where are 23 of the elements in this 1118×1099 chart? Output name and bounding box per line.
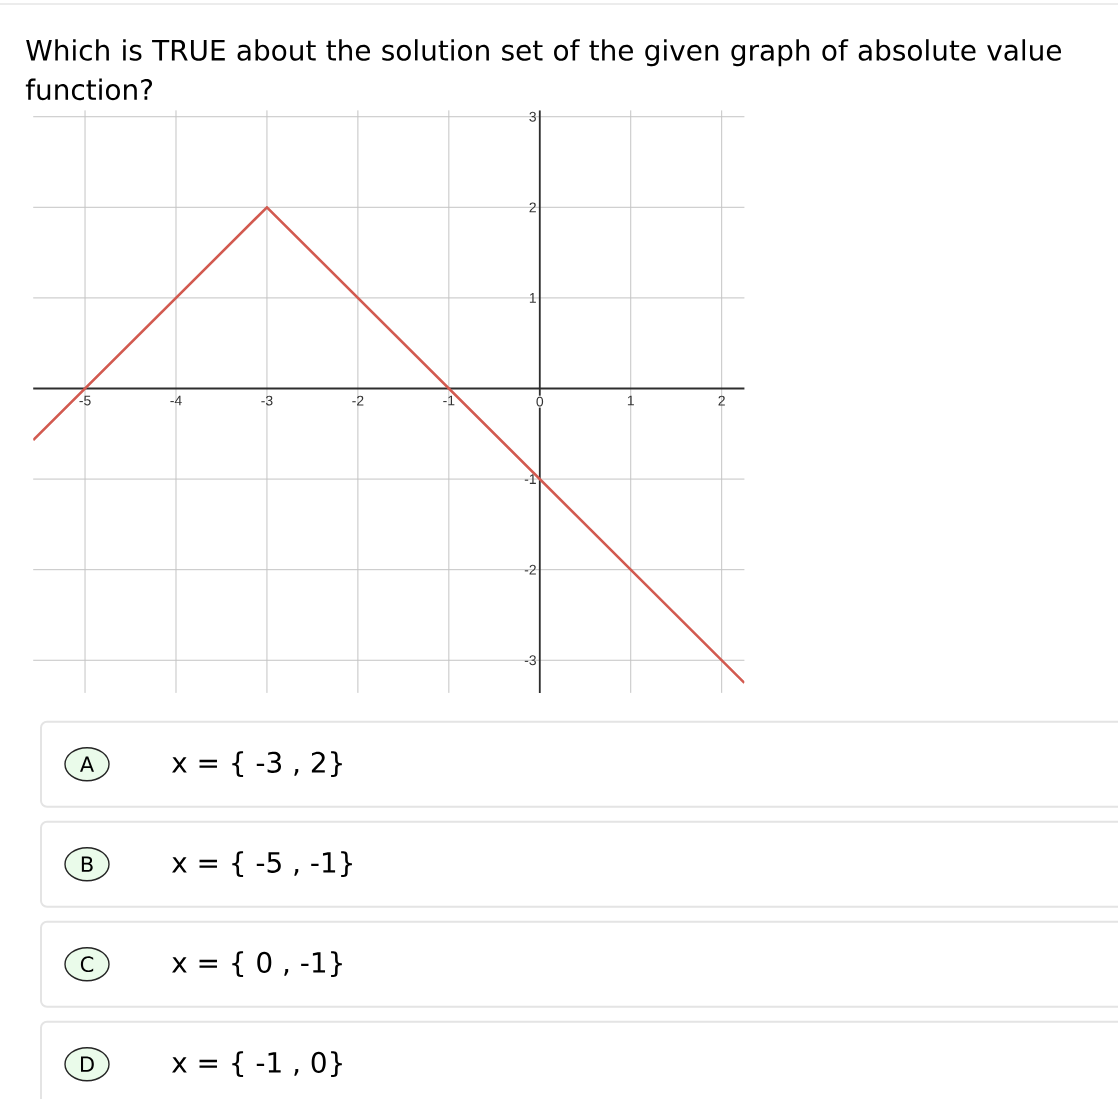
y-tick-label: 2: [529, 202, 536, 213]
x-tick-label: 0: [536, 396, 544, 407]
text: D: [81, 1056, 94, 1072]
text: A: [80, 756, 94, 772]
x-tick-label: 2: [718, 395, 725, 406]
text: x = { 0 , -1}: [172, 951, 342, 978]
x-tick-label: 1: [627, 395, 634, 406]
text: B: [81, 856, 93, 872]
x-tick-label: -2: [352, 395, 364, 406]
text: x = { -5 , -1}: [172, 851, 352, 878]
y-tick-label: 3: [529, 111, 536, 122]
y-tick-label: -2: [524, 564, 536, 575]
text: x = { -3 , 2}: [172, 751, 342, 778]
x-tick-label: -1: [443, 395, 455, 406]
text: C: [80, 956, 94, 973]
y-tick-label: -1: [524, 474, 536, 484]
chart-title: Which is TRUE about the solution set of the given graph of absolute value function?: [25, 39, 1062, 101]
x-tick-label: -3: [261, 395, 273, 406]
text: x = { -1 , 0}: [172, 1051, 342, 1078]
y-tick-label: 1: [529, 293, 536, 303]
x-tick-label: -4: [170, 395, 182, 406]
x-tick-label: -5: [79, 395, 91, 406]
y-tick-label: -3: [524, 655, 536, 666]
